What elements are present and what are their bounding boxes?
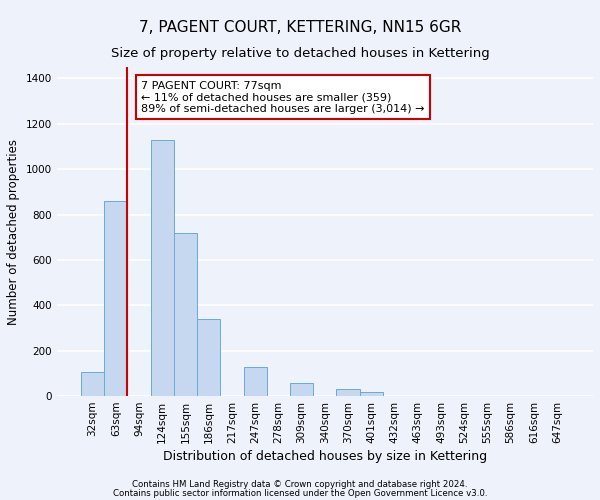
Bar — [290, 382, 313, 396]
Bar — [174, 232, 197, 396]
Text: Size of property relative to detached houses in Kettering: Size of property relative to detached ho… — [110, 48, 490, 60]
Y-axis label: Number of detached properties: Number of detached properties — [7, 138, 20, 324]
Text: Contains HM Land Registry data © Crown copyright and database right 2024.: Contains HM Land Registry data © Crown c… — [132, 480, 468, 489]
Text: 7, PAGENT COURT, KETTERING, NN15 6GR: 7, PAGENT COURT, KETTERING, NN15 6GR — [139, 20, 461, 35]
Bar — [244, 366, 267, 396]
Bar — [104, 201, 127, 396]
Bar — [359, 392, 383, 396]
Text: Contains public sector information licensed under the Open Government Licence v3: Contains public sector information licen… — [113, 488, 487, 498]
Bar — [197, 319, 220, 396]
X-axis label: Distribution of detached houses by size in Kettering: Distribution of detached houses by size … — [163, 450, 487, 463]
Bar — [151, 140, 174, 396]
Text: 7 PAGENT COURT: 77sqm
← 11% of detached houses are smaller (359)
89% of semi-det: 7 PAGENT COURT: 77sqm ← 11% of detached … — [142, 80, 425, 114]
Bar — [81, 372, 104, 396]
Bar — [337, 390, 359, 396]
